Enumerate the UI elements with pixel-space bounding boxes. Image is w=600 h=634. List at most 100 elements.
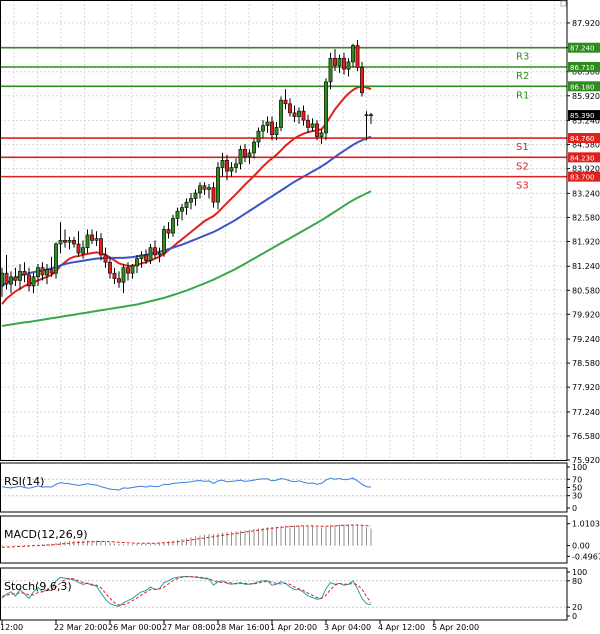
candle-body <box>175 210 180 219</box>
candle <box>76 231 81 257</box>
level-price-tag-label: 84.760 <box>570 135 595 143</box>
time-tick-label: 1 Apr 20:00 <box>270 623 317 632</box>
candle-body <box>76 243 81 254</box>
candle <box>238 145 243 170</box>
candle <box>274 122 279 141</box>
price-tick-label: 82.580 <box>572 213 600 222</box>
candle-body <box>108 261 112 274</box>
candle <box>153 240 157 259</box>
price-tick-label: 83.240 <box>572 189 600 198</box>
ma-line-3 <box>1 190 372 327</box>
candle-body <box>184 201 189 208</box>
candle-body <box>31 276 36 287</box>
candle-body <box>319 132 324 137</box>
level-label-r3: R3 <box>516 52 529 63</box>
level-price-tag-label: 87.240 <box>570 45 595 53</box>
candle-body <box>342 57 346 70</box>
price-tick-label: 75.920 <box>572 456 600 465</box>
candle <box>270 116 274 141</box>
candle <box>54 242 58 279</box>
candle-body <box>22 271 27 276</box>
main-chart-frame <box>0 0 568 461</box>
level-price-tag-label: 84.230 <box>570 154 595 162</box>
candle <box>315 120 319 141</box>
candle-body <box>94 238 99 241</box>
candle <box>81 240 85 259</box>
candle-body <box>310 123 315 128</box>
candle <box>171 214 175 237</box>
time-tick-label: 22 Mar 20:00 <box>54 623 107 632</box>
candle-body <box>270 121 274 136</box>
candle <box>148 244 153 265</box>
time-tick-label: 5 Apr 20:00 <box>432 623 479 632</box>
candle <box>85 229 90 254</box>
candle-body <box>45 269 49 276</box>
price-tick-label: 81.240 <box>572 262 600 271</box>
macd-panel: 1.0103 0.00-0.4967 MACD(12,26,9) <box>1 520 600 561</box>
time-tick-label: 12:00 <box>0 623 23 632</box>
price-tick-label: 79.240 <box>572 335 600 344</box>
candle <box>135 254 139 274</box>
candle <box>22 262 27 283</box>
candle-body <box>139 254 144 259</box>
candle-body <box>238 149 243 165</box>
level-label-r1: R1 <box>516 90 529 101</box>
indicator-frame <box>0 515 568 564</box>
candle-body <box>9 276 13 285</box>
candle-body <box>99 238 103 256</box>
candle <box>72 236 76 248</box>
candle-body <box>112 272 117 279</box>
candle <box>279 96 283 132</box>
candle <box>202 182 207 195</box>
candle <box>162 225 166 257</box>
moving-averages <box>1 85 372 327</box>
price-tick-label: 81.920 <box>572 237 600 246</box>
candle <box>108 256 112 279</box>
chart-frames <box>0 0 568 621</box>
candle <box>324 78 328 141</box>
stoch-d-line <box>1 576 372 606</box>
candle <box>288 98 292 117</box>
candle <box>243 143 247 163</box>
candle-body <box>220 159 225 168</box>
candle-body <box>315 123 319 137</box>
time-tick-label: 27 Mar 08:00 <box>162 623 215 632</box>
candle <box>175 207 180 226</box>
indicator-tick-label: -0.4967 <box>572 552 600 561</box>
candle <box>369 112 373 124</box>
price-tick-label: 80.580 <box>572 286 600 295</box>
candle <box>346 58 351 77</box>
candle <box>211 182 216 208</box>
candle-body <box>364 114 369 117</box>
candle <box>364 111 369 141</box>
level-price-tag-label: 83.700 <box>570 174 595 182</box>
candle-body <box>346 61 351 70</box>
candle-body <box>324 81 328 134</box>
candle-body <box>40 267 45 276</box>
level-price-tag <box>568 133 600 144</box>
candle <box>310 118 315 132</box>
candle <box>319 129 324 144</box>
candle <box>144 249 148 265</box>
candle-body <box>126 267 130 274</box>
time-tick-label: 28 Mar 16:00 <box>216 623 269 632</box>
candle <box>207 183 211 199</box>
indicator-frame <box>0 567 568 621</box>
candle-body <box>225 159 229 172</box>
level-label-s3: S3 <box>516 181 529 192</box>
candle-body <box>18 271 22 281</box>
candle <box>256 127 261 148</box>
candle <box>189 193 193 210</box>
candle-body <box>243 149 247 157</box>
level-label-s1: S1 <box>516 142 529 153</box>
candle <box>193 189 198 206</box>
candle-body <box>306 119 310 128</box>
candle <box>139 251 144 268</box>
candlesticks <box>0 40 373 297</box>
level-label-r2: R2 <box>516 71 529 82</box>
candle-body <box>216 167 220 203</box>
indicator-tick-label: 80 <box>572 577 582 586</box>
time-tick-label: 3 Apr 04:00 <box>324 623 371 632</box>
candle <box>166 222 171 239</box>
indicator-title: MACD(12,26,9) <box>4 528 88 541</box>
